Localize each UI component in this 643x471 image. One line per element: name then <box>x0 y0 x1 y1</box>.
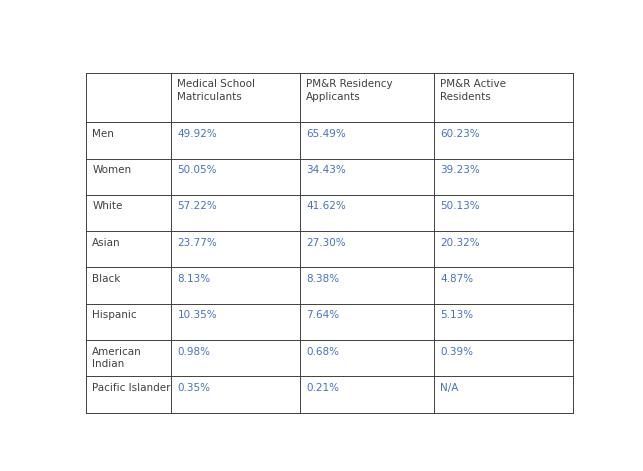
Text: Hispanic: Hispanic <box>93 310 137 320</box>
Text: Black: Black <box>93 274 121 284</box>
Text: 23.77%: 23.77% <box>177 238 217 248</box>
Text: 0.39%: 0.39% <box>440 347 473 357</box>
Text: Pacific Islander: Pacific Islander <box>93 383 171 393</box>
Text: PM&R Residency
Applicants: PM&R Residency Applicants <box>306 80 393 102</box>
Text: 41.62%: 41.62% <box>306 202 346 211</box>
Text: 50.13%: 50.13% <box>440 202 480 211</box>
Text: White: White <box>93 202 123 211</box>
Text: PM&R Active
Residents: PM&R Active Residents <box>440 80 506 102</box>
Text: 65.49%: 65.49% <box>306 129 346 139</box>
Text: Medical School
Matriculants: Medical School Matriculants <box>177 80 255 102</box>
Text: 10.35%: 10.35% <box>177 310 217 320</box>
Text: 5.13%: 5.13% <box>440 310 473 320</box>
Text: Asian: Asian <box>93 238 121 248</box>
Text: 49.92%: 49.92% <box>177 129 217 139</box>
Text: 39.23%: 39.23% <box>440 165 480 175</box>
Text: 0.68%: 0.68% <box>306 347 340 357</box>
Text: 4.87%: 4.87% <box>440 274 473 284</box>
Text: 7.64%: 7.64% <box>306 310 340 320</box>
Text: 8.38%: 8.38% <box>306 274 340 284</box>
Text: 0.98%: 0.98% <box>177 347 210 357</box>
Text: 57.22%: 57.22% <box>177 202 217 211</box>
Text: 60.23%: 60.23% <box>440 129 480 139</box>
Text: 8.13%: 8.13% <box>177 274 210 284</box>
Text: Women: Women <box>93 165 131 175</box>
Text: 0.21%: 0.21% <box>306 383 340 393</box>
Text: 27.30%: 27.30% <box>306 238 346 248</box>
Text: 20.32%: 20.32% <box>440 238 480 248</box>
Text: 50.05%: 50.05% <box>177 165 217 175</box>
Text: Men: Men <box>93 129 114 139</box>
Text: American
Indian: American Indian <box>93 347 142 369</box>
Text: 0.35%: 0.35% <box>177 383 210 393</box>
Text: 34.43%: 34.43% <box>306 165 346 175</box>
Text: N/A: N/A <box>440 383 458 393</box>
